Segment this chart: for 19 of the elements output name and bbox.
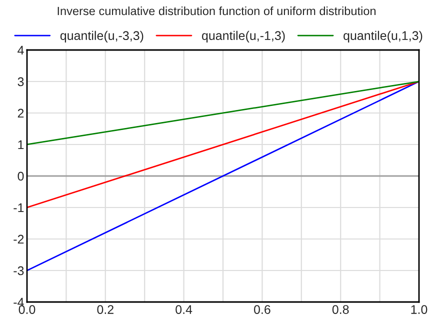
x-tick-label: 0.4 xyxy=(176,305,192,314)
x-tick-label: 0.2 xyxy=(97,305,114,314)
y-tick-label: 4 xyxy=(18,46,24,55)
y-tick-label: -4 xyxy=(14,298,24,307)
x-tick-label: 0.0 xyxy=(18,305,36,314)
y-tick-label: -1 xyxy=(14,203,24,212)
y-tick-label: 1 xyxy=(18,140,24,150)
y-tick-label: 2 xyxy=(18,108,24,118)
x-tick-label: 0.8 xyxy=(332,305,349,314)
y-tick-label: 0 xyxy=(18,172,24,181)
y-tick-label: -3 xyxy=(14,266,24,276)
y-tick-label: 3 xyxy=(18,77,24,86)
y-tick-label: -2 xyxy=(14,234,24,244)
legend-label: quantile(u,-1,3) xyxy=(202,30,285,42)
x-tick-label: 0.6 xyxy=(254,305,270,314)
legend-label: quantile(u,-3,3) xyxy=(60,30,144,42)
legend-label: quantile(u,1,3) xyxy=(344,30,422,42)
chart-title: Inverse cumulative distribution function of uniform distribution xyxy=(58,6,376,16)
x-tick-label: 1.0 xyxy=(411,305,428,314)
